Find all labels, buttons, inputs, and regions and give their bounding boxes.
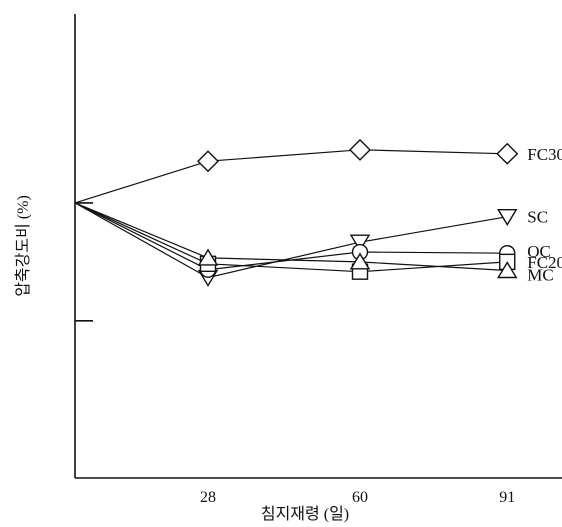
marker-fc30-60 [349,138,371,161]
y-ticks [75,202,93,322]
y-axis-label: 압축강도비 (%) [14,195,32,297]
x-tick-label-91: 91 [499,489,515,506]
marker-mc-60 [349,252,371,270]
series-line-fc20 [74,202,508,273]
series-line-oc [74,202,508,271]
series-label-oc: OC [527,242,551,261]
x-axis-label: 침지재령 (일) [261,505,349,523]
axes [74,14,562,479]
marker-fc30-91 [496,142,519,165]
marker-sc-91 [497,208,518,227]
series-lines [74,149,508,279]
marker-mc-91 [497,261,518,279]
marker-mc-28 [197,248,219,266]
series-label-fc20: FC20 [527,253,562,272]
series-label-mc: MC [527,265,553,284]
series-label-sc: SC [527,208,548,227]
series-label-fc30: FC30 [527,145,562,164]
x-tick-label-60: 60 [352,489,368,506]
x-tick-label-28: 28 [200,489,216,506]
marker-sc-60 [349,234,371,252]
series-markers [197,138,519,287]
x-ticks: 28 60 91 [200,489,515,506]
series-line-mc [74,202,508,272]
marker-fc30-28 [197,150,219,173]
series-line-fc30 [74,149,508,204]
